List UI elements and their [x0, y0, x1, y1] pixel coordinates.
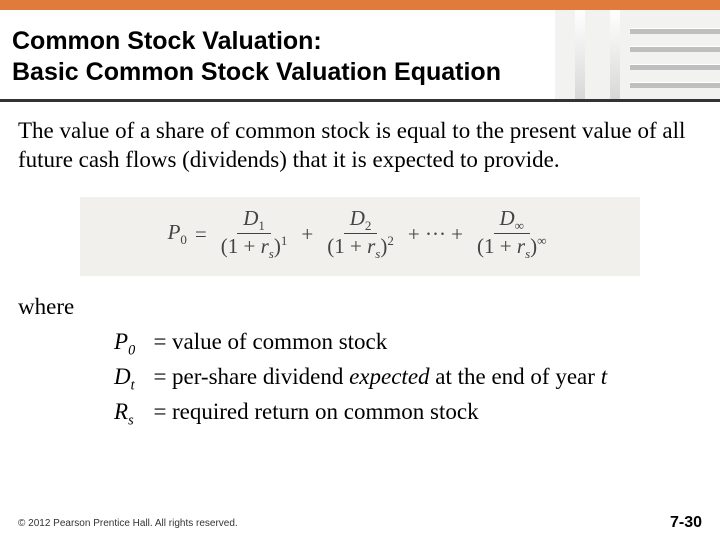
title-block: Common Stock Valuation: Basic Common Sto… [0, 10, 555, 99]
def-eq: = [148, 361, 172, 392]
title-line-2: Basic Common Stock Valuation Equation [12, 58, 501, 86]
intro-text: The value of a share of common stock is … [18, 116, 702, 175]
def-row: Dt = per-share dividend expected at the … [114, 361, 702, 396]
eq-plus-1: + [301, 222, 313, 247]
eq-equals: = [195, 222, 207, 247]
def-desc: required return on common stock [172, 396, 702, 427]
eq-lhs: P0 [168, 220, 187, 248]
valuation-equation: P0 = D1 (1 + rs)1 + D2 (1 + rs)2 + ··· +… [94, 207, 626, 262]
def-eq: = [148, 396, 172, 427]
def-row: Rs = required return on common stock [114, 396, 702, 431]
decorative-image [555, 10, 720, 99]
footer: © 2012 Pearson Prentice Hall. All rights… [0, 512, 720, 540]
copyright: © 2012 Pearson Prentice Hall. All rights… [18, 518, 238, 529]
eq-term-2: D2 (1 + rs)2 [321, 207, 400, 262]
def-row: P0 = value of common stock [114, 326, 702, 361]
where-label: where [18, 294, 702, 320]
def-symbol: Dt [114, 361, 148, 396]
content: The value of a share of common stock is … [0, 102, 720, 430]
page-number: 7-30 [670, 514, 702, 532]
def-eq: = [148, 326, 172, 357]
def-desc: per-share dividend expected at the end o… [172, 361, 702, 392]
header: Common Stock Valuation: Basic Common Sto… [0, 10, 720, 102]
title-line-1: Common Stock Valuation: [12, 27, 322, 55]
equation-box: P0 = D1 (1 + rs)1 + D2 (1 + rs)2 + ··· +… [80, 197, 640, 276]
def-desc: value of common stock [172, 326, 702, 357]
accent-bar [0, 0, 720, 10]
slide-title: Common Stock Valuation: Basic Common Sto… [12, 26, 543, 87]
eq-term-1: D1 (1 + rs)1 [215, 207, 294, 262]
definitions: P0 = value of common stock Dt = per-shar… [114, 326, 702, 431]
def-symbol: Rs [114, 396, 148, 431]
eq-dots: + ··· + [408, 222, 463, 247]
eq-term-inf: D∞ (1 + rs)∞ [471, 207, 552, 262]
def-symbol: P0 [114, 326, 148, 361]
